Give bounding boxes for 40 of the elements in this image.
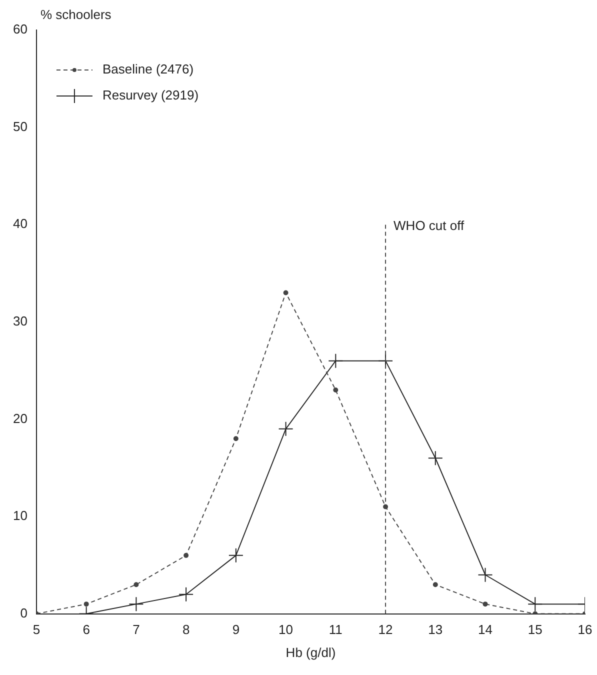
point xyxy=(432,582,438,588)
x-tick-label: 11 xyxy=(328,622,342,638)
point xyxy=(478,567,493,582)
x-tick-label: 16 xyxy=(578,622,592,638)
point xyxy=(428,450,443,466)
legend-label: Resurvey (2919) xyxy=(102,88,199,103)
y-tick-label: 30 xyxy=(12,313,28,328)
point xyxy=(228,548,244,563)
y-tick-label: 50 xyxy=(12,118,28,134)
legend-label: Baseline (2476) xyxy=(102,62,194,77)
y-tick-label: 60 xyxy=(12,22,28,37)
point xyxy=(84,602,89,607)
y-tick-label: 0 xyxy=(20,605,28,620)
point xyxy=(278,421,294,436)
point xyxy=(528,596,543,612)
x-axis-title: Hb (g/dl) xyxy=(286,644,336,660)
x-tick-label: 13 xyxy=(428,622,443,638)
point xyxy=(178,586,194,602)
x-tick-label: 6 xyxy=(82,622,90,638)
point xyxy=(184,552,189,558)
x-tick-label: 10 xyxy=(278,622,294,638)
x-tick-label: 8 xyxy=(182,622,190,638)
x-tick-label: 9 xyxy=(232,622,240,638)
x-tick-label: 14 xyxy=(478,622,492,638)
ref-line-label: WHO cut off xyxy=(394,218,464,234)
x-tick-label: 5 xyxy=(32,622,40,638)
point xyxy=(328,353,344,368)
point xyxy=(233,436,238,442)
point xyxy=(128,596,144,612)
y-tick-label: 20 xyxy=(12,410,28,426)
point xyxy=(482,602,488,607)
point xyxy=(333,388,338,393)
y-tick-label: 10 xyxy=(12,508,28,524)
y-axis-title: % schoolers xyxy=(40,7,112,22)
x-tick-label: 12 xyxy=(378,622,393,638)
x-tick-label: 7 xyxy=(132,622,140,638)
y-tick-label: 40 xyxy=(12,216,28,232)
point xyxy=(283,290,288,296)
x-tick-label: 15 xyxy=(528,622,542,638)
point xyxy=(134,582,139,588)
